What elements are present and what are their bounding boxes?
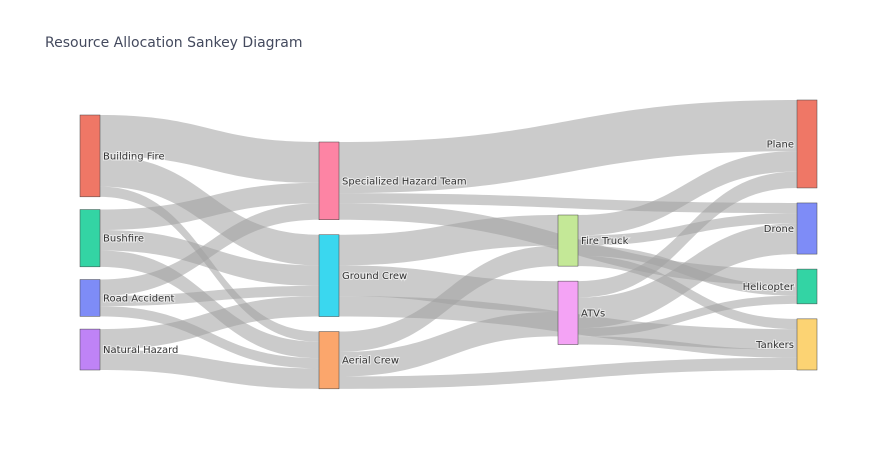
link-aerial-crew-to-tankers[interactable] [339, 357, 797, 389]
node-label-aerial-crew: Aerial Crew [342, 356, 399, 367]
labels-layer: Building Fire Bushfire Road Accident Natura… [102, 138, 796, 367]
node-label-drone: Drone [764, 224, 794, 235]
link-aerial-crew-to-atvs[interactable] [339, 311, 558, 377]
node-natural-hazard[interactable] [79, 328, 101, 371]
node-label-plane: Plane [767, 139, 794, 150]
node-plane[interactable] [796, 99, 818, 189]
link-specialized-hazard-team-to-drone[interactable] [339, 193, 797, 214]
node-aerial-crew[interactable] [318, 331, 340, 390]
chart-title: Resource Allocation Sankey Diagram [45, 35, 303, 51]
link-atvs-to-drone[interactable] [578, 223, 797, 329]
node-label-helicopter: Helicopter [743, 282, 795, 293]
node-label-tankers: Tankers [755, 340, 794, 351]
link-fire-truck-to-plane[interactable] [578, 151, 797, 236]
node-helicopter[interactable] [796, 268, 818, 305]
link-natural-hazard-to-aerial-crew[interactable] [100, 349, 319, 389]
link-building-fire-to-specialized-hazard-team[interactable] [100, 115, 319, 183]
link-road-accident-to-ground-crew[interactable] [100, 285, 319, 307]
link-fire-truck-to-tankers[interactable] [578, 255, 797, 330]
node-road-accident[interactable] [79, 279, 101, 317]
link-road-accident-to-specialized-hazard-team[interactable] [100, 203, 319, 296]
node-label-bushfire: Bushfire [103, 234, 144, 245]
link-bushfire-to-specialized-hazard-team[interactable] [100, 182, 319, 230]
node-label-atvs: ATVs [581, 308, 605, 319]
link-road-accident-to-aerial-crew[interactable] [100, 306, 319, 369]
node-building-fire[interactable] [79, 114, 101, 198]
node-label-ground-crew: Ground Crew [342, 271, 407, 282]
node-bushfire[interactable] [79, 209, 101, 268]
link-natural-hazard-to-ground-crew[interactable] [100, 296, 319, 350]
link-atvs-to-tankers[interactable] [578, 336, 797, 358]
link-bushfire-to-aerial-crew[interactable] [100, 250, 319, 359]
links-layer [100, 100, 797, 389]
node-tankers[interactable] [796, 318, 818, 371]
link-specialized-hazard-team-to-plane[interactable] [339, 100, 797, 194]
link-ground-crew-to-fire-truck[interactable] [339, 215, 558, 266]
link-atvs-to-plane[interactable] [578, 171, 797, 298]
node-atvs[interactable] [557, 280, 579, 345]
link-atvs-to-helicopter[interactable] [578, 295, 797, 337]
node-label-road-accident: Road Accident [103, 293, 175, 304]
node-drone[interactable] [796, 202, 818, 255]
node-fire-truck[interactable] [557, 214, 579, 267]
node-label-natural-hazard: Natural Hazard [103, 345, 178, 356]
node-ground-crew[interactable] [318, 234, 340, 317]
node-specialized-hazard-team[interactable] [318, 141, 340, 220]
node-label-specialized-hazard-team: Specialized Hazard Team [342, 176, 467, 187]
node-label-fire-truck: Fire Truck [581, 236, 629, 247]
node-label-building-fire: Building Fire [103, 151, 165, 162]
nodes-layer [79, 99, 818, 390]
link-aerial-crew-to-fire-truck[interactable] [339, 245, 558, 352]
link-bushfire-to-ground-crew[interactable] [100, 230, 319, 286]
